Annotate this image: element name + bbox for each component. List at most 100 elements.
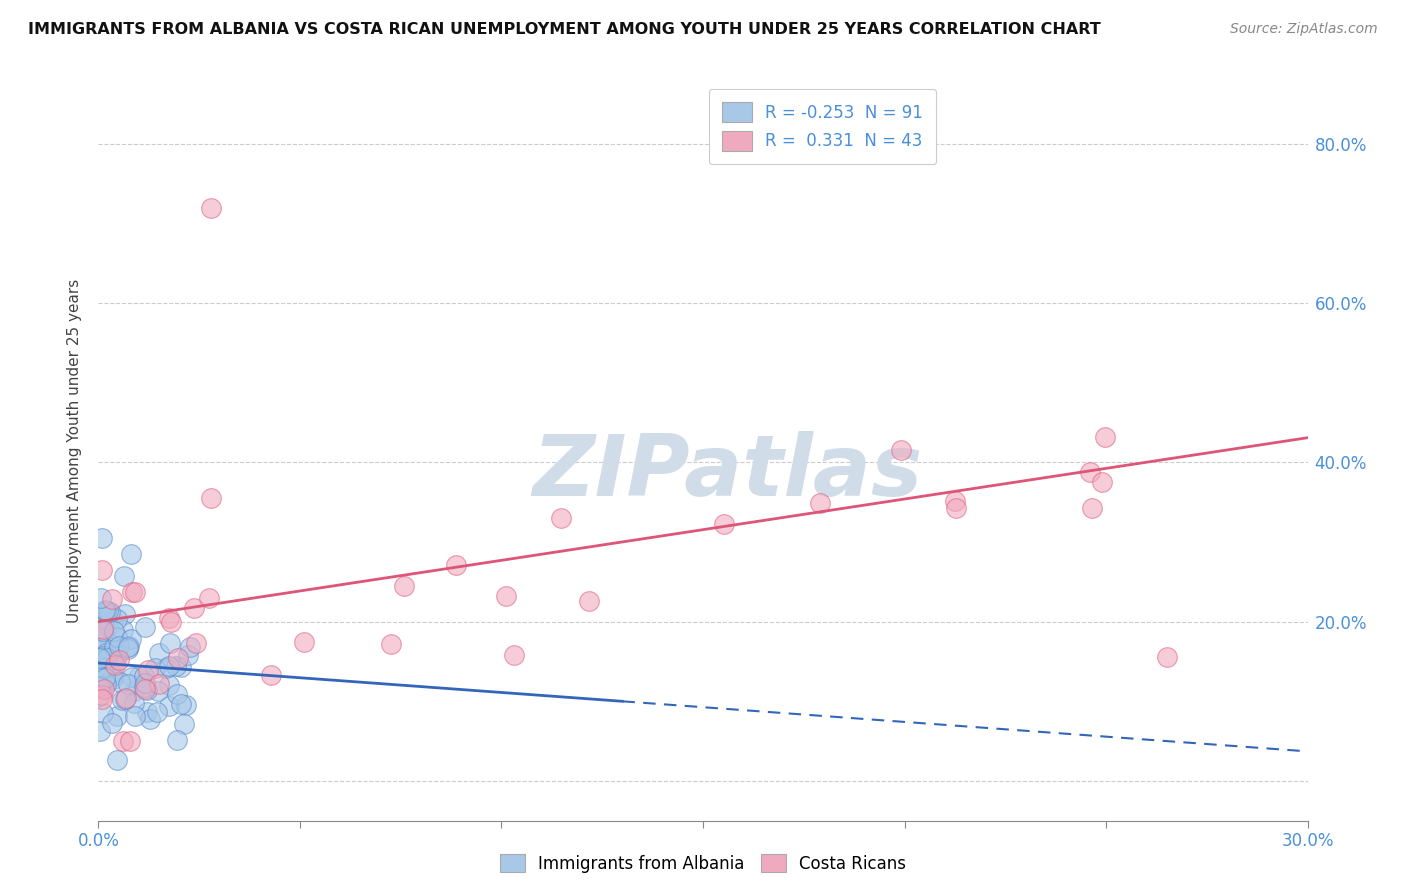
Point (94, 677, 117, 691)
Point (103, 624, 125, 638)
Point (91, 622, 114, 636)
Point (89, 665, 111, 680)
Text: IMMIGRANTS FROM ALBANIA VS COSTA RICAN UNEMPLOYMENT AMONG YOUTH UNDER 25 YEARS C: IMMIGRANTS FROM ALBANIA VS COSTA RICAN U… (28, 22, 1101, 37)
Point (159, 615, 181, 629)
Point (495, 589, 517, 603)
Point (166, 687, 188, 701)
Point (148, 677, 170, 691)
Point (98, 637, 121, 651)
Point (165, 658, 187, 673)
Point (550, 511, 572, 525)
Point (1081, 500, 1104, 515)
Point (117, 677, 139, 691)
Point (107, 648, 129, 663)
Point (91, 692, 114, 706)
Point (105, 630, 128, 644)
Point (97, 648, 120, 662)
Point (117, 642, 139, 657)
Point (114, 690, 136, 705)
Point (120, 547, 142, 561)
Point (157, 698, 180, 713)
Point (200, 491, 222, 506)
Point (96, 651, 118, 665)
Point (108, 653, 131, 667)
Point (105, 612, 128, 626)
Point (103, 656, 125, 670)
Point (104, 658, 127, 673)
Point (198, 591, 221, 606)
Point (90, 531, 112, 545)
Legend: Immigrants from Albania, Costa Ricans: Immigrants from Albania, Costa Ricans (494, 847, 912, 880)
Point (94, 612, 117, 626)
Point (1156, 650, 1178, 665)
Point (91, 688, 114, 702)
Point (100, 666, 122, 681)
Point (157, 611, 180, 625)
Point (120, 632, 142, 646)
Point (94, 646, 117, 660)
Point (121, 585, 143, 599)
Point (157, 678, 180, 692)
Point (1078, 465, 1101, 479)
Point (118, 639, 141, 653)
Point (94, 661, 117, 675)
Point (943, 494, 966, 508)
Point (135, 705, 157, 719)
Point (101, 592, 124, 607)
Point (177, 648, 200, 663)
Point (183, 600, 205, 615)
Point (167, 650, 190, 665)
Point (94, 604, 117, 618)
Point (184, 636, 207, 650)
Point (89, 679, 111, 693)
Point (96, 604, 118, 618)
Point (117, 640, 139, 654)
Point (260, 668, 283, 682)
Point (148, 646, 170, 660)
Point (89, 689, 111, 703)
Point (94, 671, 117, 685)
Point (134, 676, 156, 690)
Point (166, 733, 188, 747)
Point (103, 672, 125, 686)
Point (111, 734, 134, 748)
Point (91, 640, 114, 654)
Point (105, 708, 128, 723)
Point (145, 705, 167, 719)
Point (155, 661, 177, 675)
Point (89, 665, 111, 680)
Point (170, 659, 193, 673)
Point (136, 663, 159, 677)
Point (91, 681, 114, 695)
Point (136, 682, 159, 697)
Point (446, 558, 468, 572)
Y-axis label: Unemployment Among Youth under 25 years: Unemployment Among Youth under 25 years (67, 278, 83, 623)
Point (114, 607, 136, 622)
Point (945, 500, 967, 515)
Point (112, 623, 135, 637)
Point (124, 683, 146, 698)
Point (1091, 475, 1114, 489)
Point (808, 496, 831, 510)
Point (173, 717, 195, 731)
Point (91, 661, 114, 675)
Text: ZIPatlas: ZIPatlas (531, 431, 922, 514)
Point (143, 660, 166, 674)
Point (89, 650, 111, 665)
Point (97, 604, 120, 618)
Point (292, 635, 315, 649)
Point (124, 585, 146, 599)
Point (89, 618, 111, 632)
Point (111, 693, 134, 707)
Point (90, 652, 112, 666)
Point (105, 646, 128, 660)
Point (124, 708, 146, 723)
Point (713, 517, 735, 532)
Point (89, 680, 111, 694)
Point (101, 715, 124, 730)
Point (93, 649, 115, 664)
Point (94, 603, 117, 617)
Point (128, 668, 150, 682)
Point (503, 648, 526, 662)
Point (120, 733, 142, 747)
